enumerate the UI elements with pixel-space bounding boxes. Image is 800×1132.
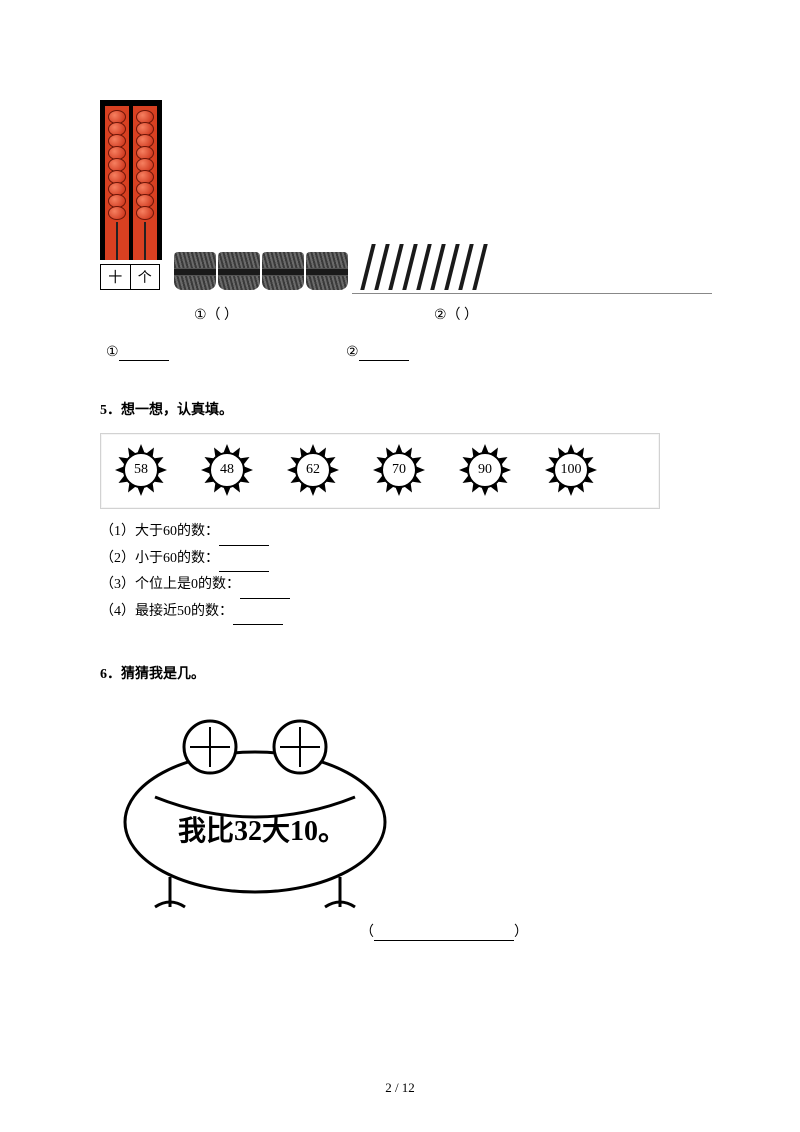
stick-bundle <box>174 252 216 290</box>
sun-value: 48 <box>209 452 245 488</box>
sun-badge: 58 <box>105 440 177 500</box>
counting-stick <box>472 244 487 290</box>
frog-icon <box>100 697 410 917</box>
blank-input[interactable] <box>119 345 169 361</box>
q4-answer-1-label: ① <box>106 345 119 360</box>
sun-badge: 100 <box>535 440 607 500</box>
abacus-wrap: 十 个 <box>100 100 162 290</box>
sun-badge: 70 <box>363 440 435 500</box>
q4-answer-1[interactable]: ① <box>106 344 346 361</box>
q5-item-4[interactable]: （4）最接近50的数： <box>100 599 700 626</box>
blank-input[interactable] <box>240 583 290 599</box>
q4-answer-2[interactable]: ② <box>346 344 409 361</box>
q4-under-labels: ①（ ） ②（ ） <box>106 304 700 324</box>
q5-list: （1）大于60的数： （2）小于60的数： （3）个位上是0的数： （4）最接近… <box>100 519 700 625</box>
counting-stick <box>388 244 403 290</box>
q6-blank[interactable]: （） <box>360 921 528 941</box>
loose-sticks <box>366 244 482 290</box>
q4-figure: 十 个 ①（ ） ②（ ） ① ② <box>100 100 700 361</box>
sun-value: 100 <box>553 452 589 488</box>
q6-frog-text: 我比32大10。 <box>178 809 346 849</box>
counting-stick <box>402 244 417 290</box>
blank-input[interactable] <box>359 345 409 361</box>
abacus-bead <box>108 206 126 220</box>
q6-answer[interactable]: （） <box>360 921 700 941</box>
sun-badge: 48 <box>191 440 263 500</box>
sun-badge: 62 <box>277 440 349 500</box>
q5-item-2[interactable]: （2）小于60的数： <box>100 546 700 573</box>
q4-answer-2-label: ② <box>346 345 359 360</box>
sticks-underline <box>352 293 712 294</box>
q5-title: 5．想一想，认真填。 <box>100 399 700 419</box>
q6-title: 6．猜猜我是几。 <box>100 663 700 683</box>
q5-item-1-label: （1）大于60的数： <box>100 524 219 539</box>
q5-item-2-label: （2）小于60的数： <box>100 551 219 566</box>
q5-item-1[interactable]: （1）大于60的数： <box>100 519 700 546</box>
stick-bundle <box>262 252 304 290</box>
abacus-bead <box>136 206 154 220</box>
place-ones-label: 个 <box>131 265 160 289</box>
q4-row: 十 个 <box>100 100 700 290</box>
sun-value: 58 <box>123 452 159 488</box>
counting-stick <box>458 244 473 290</box>
abacus-rod <box>105 106 129 260</box>
sun-value: 62 <box>295 452 331 488</box>
page-number: 2 / 12 <box>0 1080 800 1096</box>
counting-stick <box>374 244 389 290</box>
q5-item-3-label: （3）个位上是0的数： <box>100 577 240 592</box>
q4-answer-line: ① ② <box>106 344 700 361</box>
counting-stick <box>416 244 431 290</box>
stick-bundle <box>306 252 348 290</box>
q5-item-4-label: （4）最接近50的数： <box>100 604 233 619</box>
stick-bundle <box>218 252 260 290</box>
counting-stick <box>444 244 459 290</box>
sun-value: 70 <box>381 452 417 488</box>
abacus <box>100 100 162 260</box>
place-tens-label: 十 <box>101 265 131 289</box>
q5-item-3[interactable]: （3）个位上是0的数： <box>100 572 700 599</box>
sun-value: 90 <box>467 452 503 488</box>
blank-input[interactable] <box>219 556 269 572</box>
q5-sun-row: 58 48 62 70 90 100 <box>100 433 660 509</box>
q4-label-2: ②（ ） <box>396 304 516 324</box>
q4-label-1: ①（ ） <box>106 304 326 324</box>
stick-bundles <box>174 252 348 290</box>
counting-stick <box>430 244 445 290</box>
abacus-rod <box>133 106 157 260</box>
sun-badge: 90 <box>449 440 521 500</box>
place-value-box: 十 个 <box>100 264 160 290</box>
q6-frog: 我比32大10。 <box>100 697 520 917</box>
counting-stick <box>360 244 375 290</box>
blank-input[interactable] <box>233 609 283 625</box>
blank-input[interactable] <box>219 530 269 546</box>
